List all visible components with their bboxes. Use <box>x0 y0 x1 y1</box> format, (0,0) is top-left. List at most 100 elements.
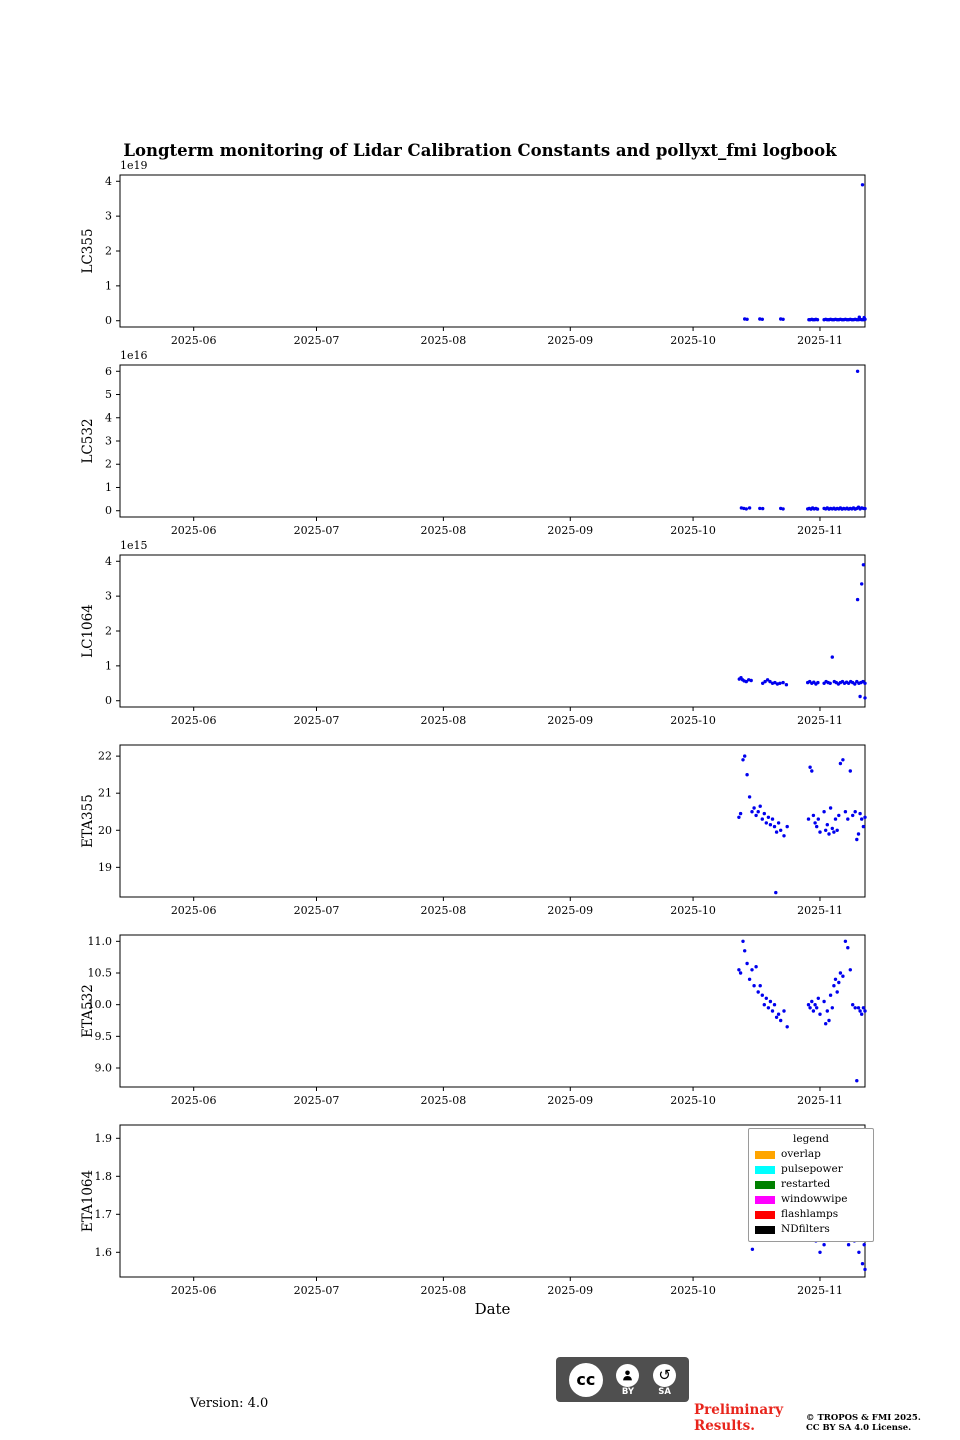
x-tick-label: 2025-06 <box>171 904 217 917</box>
data-point <box>764 996 768 1000</box>
data-point <box>822 1243 826 1247</box>
data-point <box>827 1018 831 1023</box>
data-point <box>815 1006 819 1010</box>
axes-border <box>119 934 866 1088</box>
cc-icon: cc <box>568 1362 603 1397</box>
data-point <box>760 993 764 997</box>
data-point <box>825 823 829 827</box>
panel-lc1064: 2025-06 2025-07 2025-08 2025-09 2025-10 2025-… <box>80 539 867 727</box>
data-point <box>833 977 838 981</box>
y-axis-label: ETA355 <box>80 794 96 848</box>
data-point <box>737 815 741 819</box>
panel-eta355: 2025-06 2025-07 2025-08 2025-09 2025-10 2025-… <box>80 744 867 917</box>
y-tick-label: 10.0 <box>88 998 113 1011</box>
x-tick-label: 2025-06 <box>171 714 217 727</box>
data-point <box>855 597 860 602</box>
y-tick-label: 1 <box>105 279 112 292</box>
legend-item: NDfilters <box>755 1222 867 1237</box>
data-point <box>741 939 745 943</box>
data-point <box>776 1012 781 1016</box>
data-point <box>758 984 762 988</box>
data-point <box>816 817 820 821</box>
data-point <box>857 1250 861 1255</box>
page-title: Longterm monitoring of Lidar Calibration… <box>123 141 837 160</box>
data-point <box>815 318 820 322</box>
data-point <box>761 506 765 511</box>
data-point <box>762 1003 766 1007</box>
data-point <box>750 968 754 972</box>
data-point <box>752 806 756 810</box>
data-point <box>811 1009 816 1013</box>
panel-lc355: 2025-06 2025-07 2025-08 2025-09 2025-10 2025-… <box>80 159 867 347</box>
y-tick-label: 5 <box>105 388 112 401</box>
data-point <box>837 980 841 985</box>
axes-border <box>119 174 866 328</box>
data-point <box>848 769 852 773</box>
x-tick-label: 2025-07 <box>294 524 340 537</box>
legend-swatch <box>755 1180 775 1189</box>
legend-item-label: restarted <box>781 1178 831 1190</box>
cc-sa-label: SA <box>658 1386 671 1397</box>
scatter-points <box>743 183 867 322</box>
data-point <box>851 813 855 818</box>
legend-item: overlap <box>755 1147 867 1162</box>
data-point <box>816 996 820 1000</box>
data-point <box>779 1018 783 1023</box>
y-tick-label: 3 <box>105 590 112 603</box>
data-point <box>779 828 783 832</box>
x-tick-label: 2025-07 <box>294 714 340 727</box>
data-point <box>846 817 850 821</box>
legend: legend overlap pulsepower restarted windoww… <box>748 1128 874 1242</box>
cc-icon-label: cc <box>576 1370 596 1389</box>
data-point <box>863 815 867 819</box>
data-point <box>816 680 820 685</box>
data-point <box>853 682 857 686</box>
cc-by-block: BY <box>616 1363 640 1396</box>
x-tick-label: 2025-11 <box>797 1284 843 1297</box>
legend-item: flashlamps <box>755 1207 867 1222</box>
share-alike-arrow-icon: ↺ <box>653 1363 677 1387</box>
data-point <box>815 507 820 511</box>
legend-title: legend <box>793 1133 829 1145</box>
data-point <box>781 507 785 511</box>
data-point <box>843 939 848 943</box>
x-tick-label: 2025-09 <box>547 714 593 727</box>
data-point <box>770 1009 775 1013</box>
x-tick-label: 2025-10 <box>670 524 716 537</box>
y-tick-label: 1.9 <box>95 1132 113 1145</box>
y-tick-label: 1.7 <box>95 1208 113 1221</box>
legend-item-label: pulsepower <box>781 1163 843 1175</box>
x-ticks: 2025-06 2025-07 2025-08 2025-09 2025-10 2025-… <box>171 1277 843 1297</box>
data-point <box>863 696 867 700</box>
x-tick-label: 2025-08 <box>421 1284 467 1297</box>
x-tick-label: 2025-10 <box>670 714 716 727</box>
y-ticks: 1.6 1.7 1.8 1.9 <box>95 1132 120 1259</box>
data-point <box>810 769 814 773</box>
x-tick-label: 2025-10 <box>670 334 716 347</box>
axis-offset-label: 1e19 <box>120 159 148 172</box>
data-point <box>813 1003 817 1007</box>
data-point <box>760 317 764 321</box>
data-point <box>747 977 752 981</box>
y-tick-label: 1 <box>105 481 112 494</box>
x-tick-label: 2025-08 <box>421 904 467 917</box>
y-tick-label: 0 <box>105 694 112 707</box>
data-point <box>737 968 741 972</box>
data-point <box>818 1250 822 1255</box>
data-point <box>832 830 836 834</box>
x-tick-label: 2025-11 <box>797 334 843 347</box>
data-point <box>862 1243 866 1247</box>
data-point <box>860 183 865 187</box>
x-tick-label: 2025-07 <box>294 904 340 917</box>
copyright-line1: © TROPOS & FMI 2025. <box>806 1413 921 1423</box>
y-tick-label: 9.5 <box>95 1030 113 1043</box>
x-tick-label: 2025-09 <box>547 524 593 537</box>
cc-license-badge: cc BY ↺ SA <box>556 1357 689 1402</box>
data-point <box>774 830 779 834</box>
data-point <box>838 761 843 766</box>
data-point <box>824 1022 828 1026</box>
legend-swatch <box>755 1195 775 1204</box>
data-point <box>758 317 762 321</box>
y-ticks: 0 1 2 3 4 <box>105 555 120 707</box>
data-point <box>745 773 749 777</box>
